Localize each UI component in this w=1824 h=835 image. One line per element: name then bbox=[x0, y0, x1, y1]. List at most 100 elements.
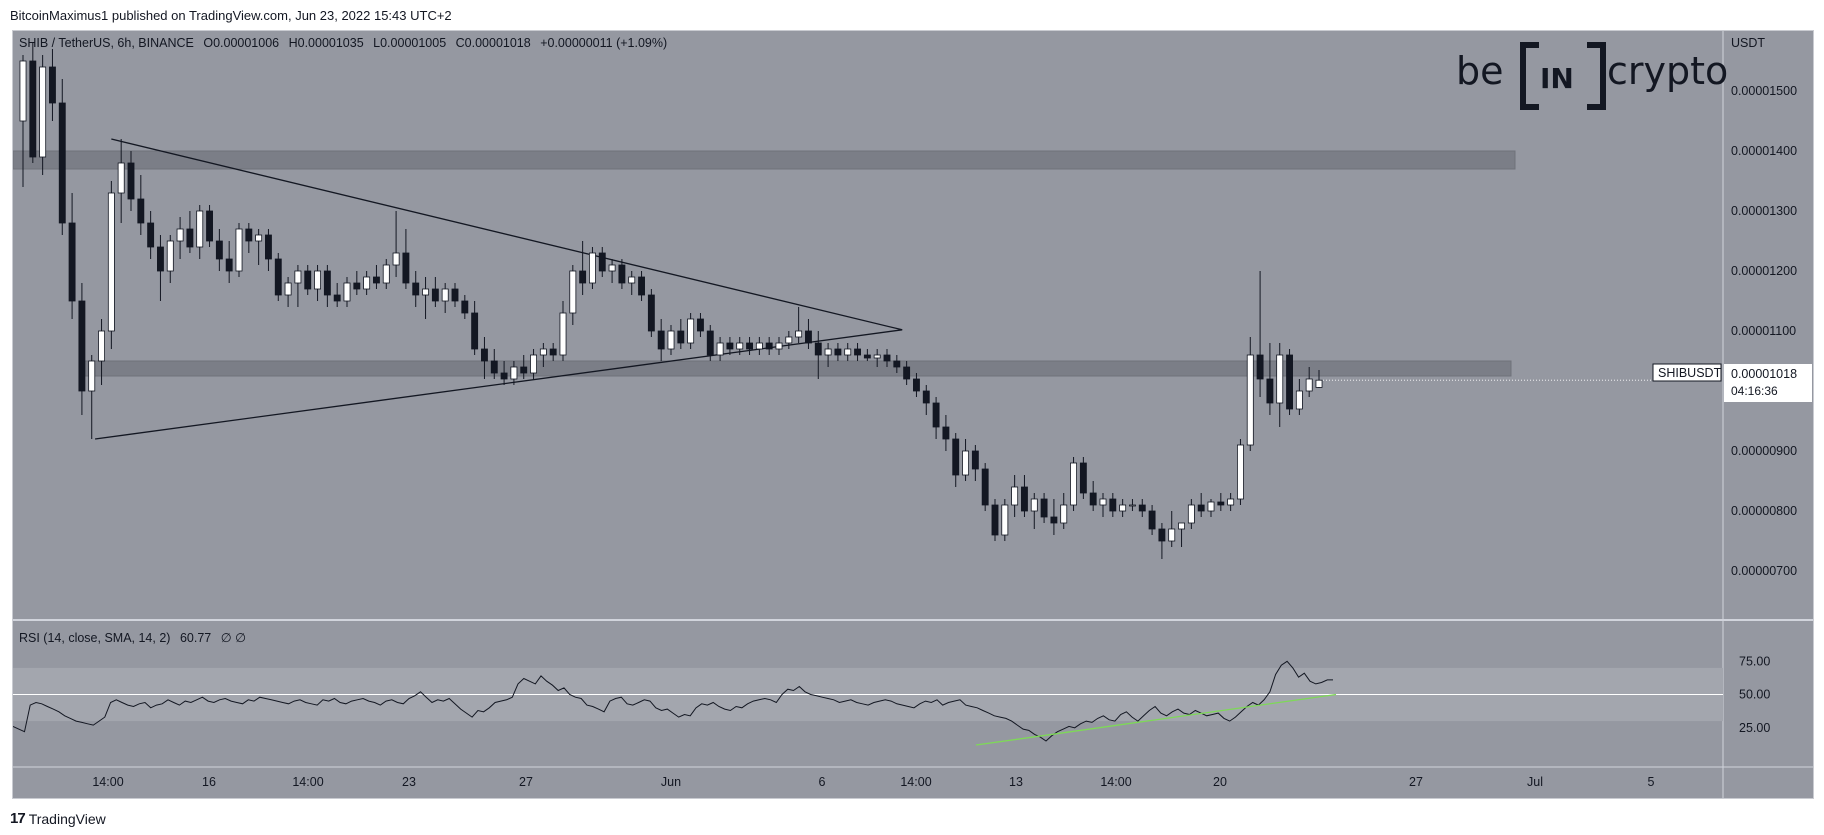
rsi-legend[interactable]: RSI (14, close, SMA, 14, 2) 60.77 ∅ ∅ bbox=[19, 631, 246, 645]
symbol-legend[interactable]: SHIB / TetherUS, 6h, BINANCE O0.00001006… bbox=[19, 36, 667, 50]
time-tick-label: Jul bbox=[1527, 775, 1543, 789]
candle-body bbox=[490, 360, 498, 374]
candle-body bbox=[481, 348, 488, 362]
chart-frame[interactable]: 0.00001500 0.00001400 0.00001300 0.00001200… bbox=[12, 30, 1814, 799]
candle-body bbox=[39, 66, 47, 158]
candle-body bbox=[323, 270, 331, 296]
candle bbox=[824, 343, 832, 367]
candle bbox=[1138, 499, 1146, 517]
price-axis-currency: USDT bbox=[1731, 36, 1765, 50]
candle-body bbox=[706, 330, 714, 356]
candle bbox=[166, 235, 174, 283]
tradingview-footer[interactable]: 17 TradingView bbox=[10, 810, 106, 827]
time-tick-label: 14:00 bbox=[92, 775, 123, 789]
candle bbox=[932, 397, 940, 439]
candle bbox=[127, 151, 135, 211]
candle bbox=[1276, 343, 1284, 427]
candle bbox=[294, 265, 302, 307]
candle-body bbox=[412, 282, 420, 296]
candle bbox=[58, 79, 66, 235]
price-tick-label: 0.00001500 bbox=[1731, 84, 1797, 98]
becrypto-watermark: be IN crypto bbox=[1456, 42, 1728, 110]
candle bbox=[451, 283, 459, 307]
candle-body bbox=[539, 348, 547, 356]
time-axis[interactable]: 14:00 16 14:00 23 27 Jun 6 14:00 13 14:00 20 27 Jul 5 bbox=[92, 775, 1654, 789]
candle-body bbox=[1158, 528, 1166, 542]
candle bbox=[1050, 499, 1058, 535]
candle bbox=[539, 343, 547, 367]
close-value: 0.00001018 bbox=[465, 36, 531, 50]
candle-body bbox=[1305, 378, 1313, 392]
candle bbox=[19, 55, 27, 187]
candle bbox=[755, 337, 763, 355]
candle bbox=[1089, 481, 1097, 511]
tradingview-brand: TradingView bbox=[28, 810, 106, 827]
candle bbox=[1197, 493, 1205, 517]
candle-body bbox=[1070, 462, 1077, 506]
candle-body bbox=[1099, 498, 1107, 506]
candle bbox=[1315, 370, 1323, 388]
svg-text:IN: IN bbox=[1540, 62, 1574, 95]
candle bbox=[225, 241, 233, 283]
rsi-tick-label: 75.00 bbox=[1739, 654, 1770, 668]
candle-body bbox=[353, 282, 361, 290]
candle bbox=[304, 265, 312, 295]
candle-body bbox=[510, 366, 518, 380]
candle-body bbox=[19, 60, 27, 122]
candle-body bbox=[441, 288, 449, 302]
candle bbox=[814, 331, 822, 379]
candle-body bbox=[157, 246, 164, 272]
svg-text:be: be bbox=[1456, 49, 1504, 93]
rsi-axis[interactable]: 75.00 50.00 25.00 bbox=[1739, 654, 1770, 735]
candle bbox=[323, 265, 331, 307]
candle bbox=[265, 229, 272, 271]
price-tick-label: 0.00000900 bbox=[1731, 444, 1797, 458]
candle-body bbox=[589, 252, 596, 284]
candle bbox=[549, 343, 557, 361]
candle bbox=[117, 139, 125, 223]
candle-body bbox=[333, 294, 341, 302]
candle bbox=[206, 205, 213, 247]
candle-body bbox=[638, 276, 645, 296]
candle-body bbox=[1187, 504, 1195, 524]
candle bbox=[795, 307, 803, 343]
zone-1 bbox=[13, 150, 1516, 170]
symbol-name: SHIB / TetherUS, 6h, BINANCE bbox=[19, 36, 194, 50]
candle-body bbox=[647, 294, 655, 332]
candle-body bbox=[608, 264, 616, 272]
rsi-extra: ∅ ∅ bbox=[221, 631, 246, 645]
candle-body bbox=[245, 228, 253, 242]
candle bbox=[903, 361, 911, 385]
candle bbox=[49, 49, 56, 121]
candle bbox=[677, 319, 685, 349]
candle bbox=[1256, 271, 1264, 397]
candle bbox=[667, 325, 675, 355]
zone-2 bbox=[84, 360, 1512, 377]
main-pane[interactable] bbox=[13, 31, 1723, 619]
candle-body bbox=[304, 270, 312, 290]
candle-body bbox=[1129, 504, 1136, 507]
candle bbox=[805, 319, 812, 349]
candle-body bbox=[206, 210, 213, 242]
candle-body bbox=[942, 426, 950, 440]
price-axis[interactable]: 0.00001500 0.00001400 0.00001300 0.00001200… bbox=[1731, 84, 1797, 578]
candle-body bbox=[520, 366, 528, 374]
time-tick-label: 13 bbox=[1009, 775, 1023, 789]
candle-body bbox=[549, 348, 557, 356]
rsi-line bbox=[13, 660, 1333, 742]
watermark-bracket-box: IN bbox=[1520, 42, 1606, 110]
candle bbox=[1246, 337, 1254, 451]
candle bbox=[1001, 499, 1009, 541]
candle bbox=[1060, 493, 1068, 529]
candle bbox=[314, 265, 321, 301]
chart-canvas[interactable]: 0.00001500 0.00001400 0.00001300 0.00001200… bbox=[13, 31, 1813, 798]
candle bbox=[598, 247, 606, 277]
candle bbox=[638, 271, 645, 301]
candle-body bbox=[814, 342, 822, 356]
candle bbox=[1030, 493, 1038, 529]
high-value: 0.00001035 bbox=[298, 36, 364, 50]
candle-body bbox=[883, 354, 891, 362]
candle bbox=[579, 241, 587, 295]
candle-body bbox=[1050, 516, 1058, 524]
candle-body bbox=[98, 330, 105, 362]
